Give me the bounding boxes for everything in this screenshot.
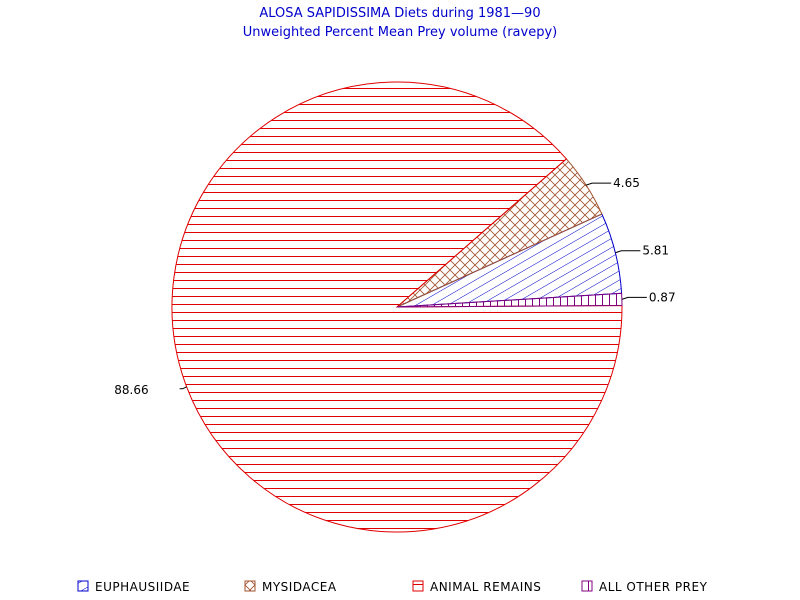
chart-subtitle: Unweighted Percent Mean Prey volume (rav… bbox=[243, 25, 557, 40]
legend-label-all-other-prey: ALL OTHER PREY bbox=[599, 580, 708, 594]
chart-title: ALOSA SAPIDISSIMA Diets during 1981—90 bbox=[259, 6, 540, 21]
legend: EUPHAUSIIDAE MYSIDACEA ANIMAL REMAINS ALL O… bbox=[77, 580, 708, 594]
leader-line-mysidacea bbox=[585, 182, 612, 186]
leader-line-euphausiidae bbox=[615, 250, 641, 254]
value-label-all-other-prey: 0.87 bbox=[649, 290, 676, 304]
legend-label-mysidacea: MYSIDACEA bbox=[262, 580, 337, 594]
leader-line-animal-remains bbox=[179, 386, 187, 390]
pie-slice-all-other-prey bbox=[396, 292, 623, 308]
legend-label-euphausiidae: EUPHAUSIIDAE bbox=[95, 580, 190, 594]
legend-label-animal-remains: ANIMAL REMAINS bbox=[430, 580, 541, 594]
legend-swatch-euphausiidae bbox=[77, 580, 89, 592]
value-label-euphausiidae: 5.81 bbox=[642, 244, 669, 258]
value-label-mysidacea: 4.65 bbox=[613, 176, 640, 190]
legend-swatch-mysidacea bbox=[244, 580, 256, 592]
legend-swatch-all-other-prey bbox=[581, 580, 593, 592]
leader-line-all-other-prey bbox=[621, 296, 647, 300]
value-label-animal-remains: 88.66 bbox=[114, 383, 148, 397]
pie-slices bbox=[171, 81, 623, 533]
pie-value-labels: 5.81 4.65 88.66 0.87 bbox=[114, 176, 675, 397]
legend-swatch-animal-remains bbox=[412, 580, 424, 592]
